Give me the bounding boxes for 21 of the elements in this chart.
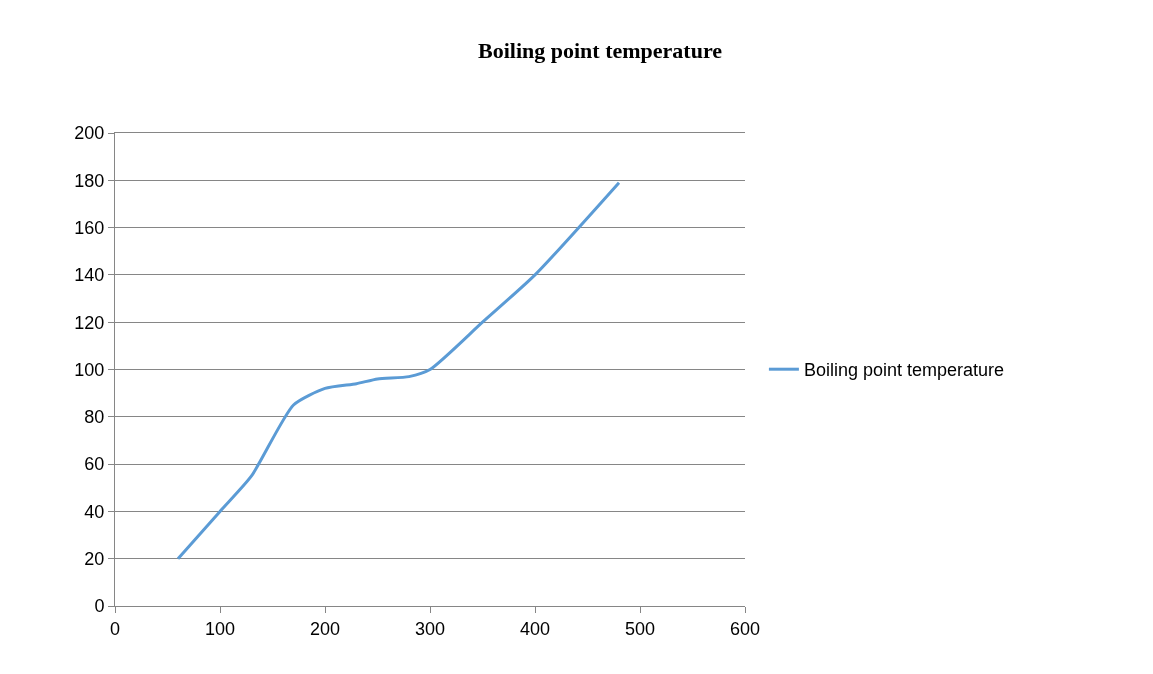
x-tick-label: 400 <box>519 618 551 639</box>
y-tick-label: 120 <box>74 312 105 333</box>
x-tick-label: 0 <box>109 618 121 639</box>
line-series <box>176 181 621 561</box>
chart-title: Boiling point temperature <box>477 37 723 63</box>
x-tick-label: 500 <box>624 618 656 639</box>
y-tick-label: 200 <box>74 123 105 144</box>
y-tick-label: 0 <box>94 596 105 617</box>
y-tick-label: 180 <box>74 170 105 191</box>
legend-label: Boiling point temperature <box>803 360 1005 381</box>
y-tick-label: 160 <box>74 217 105 238</box>
x-tick-label: 600 <box>729 618 761 639</box>
x-tick-label: 100 <box>204 618 236 639</box>
x-tick-label: 200 <box>309 618 341 639</box>
y-tick-label: 140 <box>74 265 105 286</box>
y-tick-label: 40 <box>84 501 105 522</box>
y-tick-label: 60 <box>84 454 105 475</box>
y-tick-label: 20 <box>84 549 105 569</box>
y-tick-label: 80 <box>84 407 105 428</box>
y-tick-label: 100 <box>74 359 105 380</box>
x-tick-label: 300 <box>414 618 446 639</box>
